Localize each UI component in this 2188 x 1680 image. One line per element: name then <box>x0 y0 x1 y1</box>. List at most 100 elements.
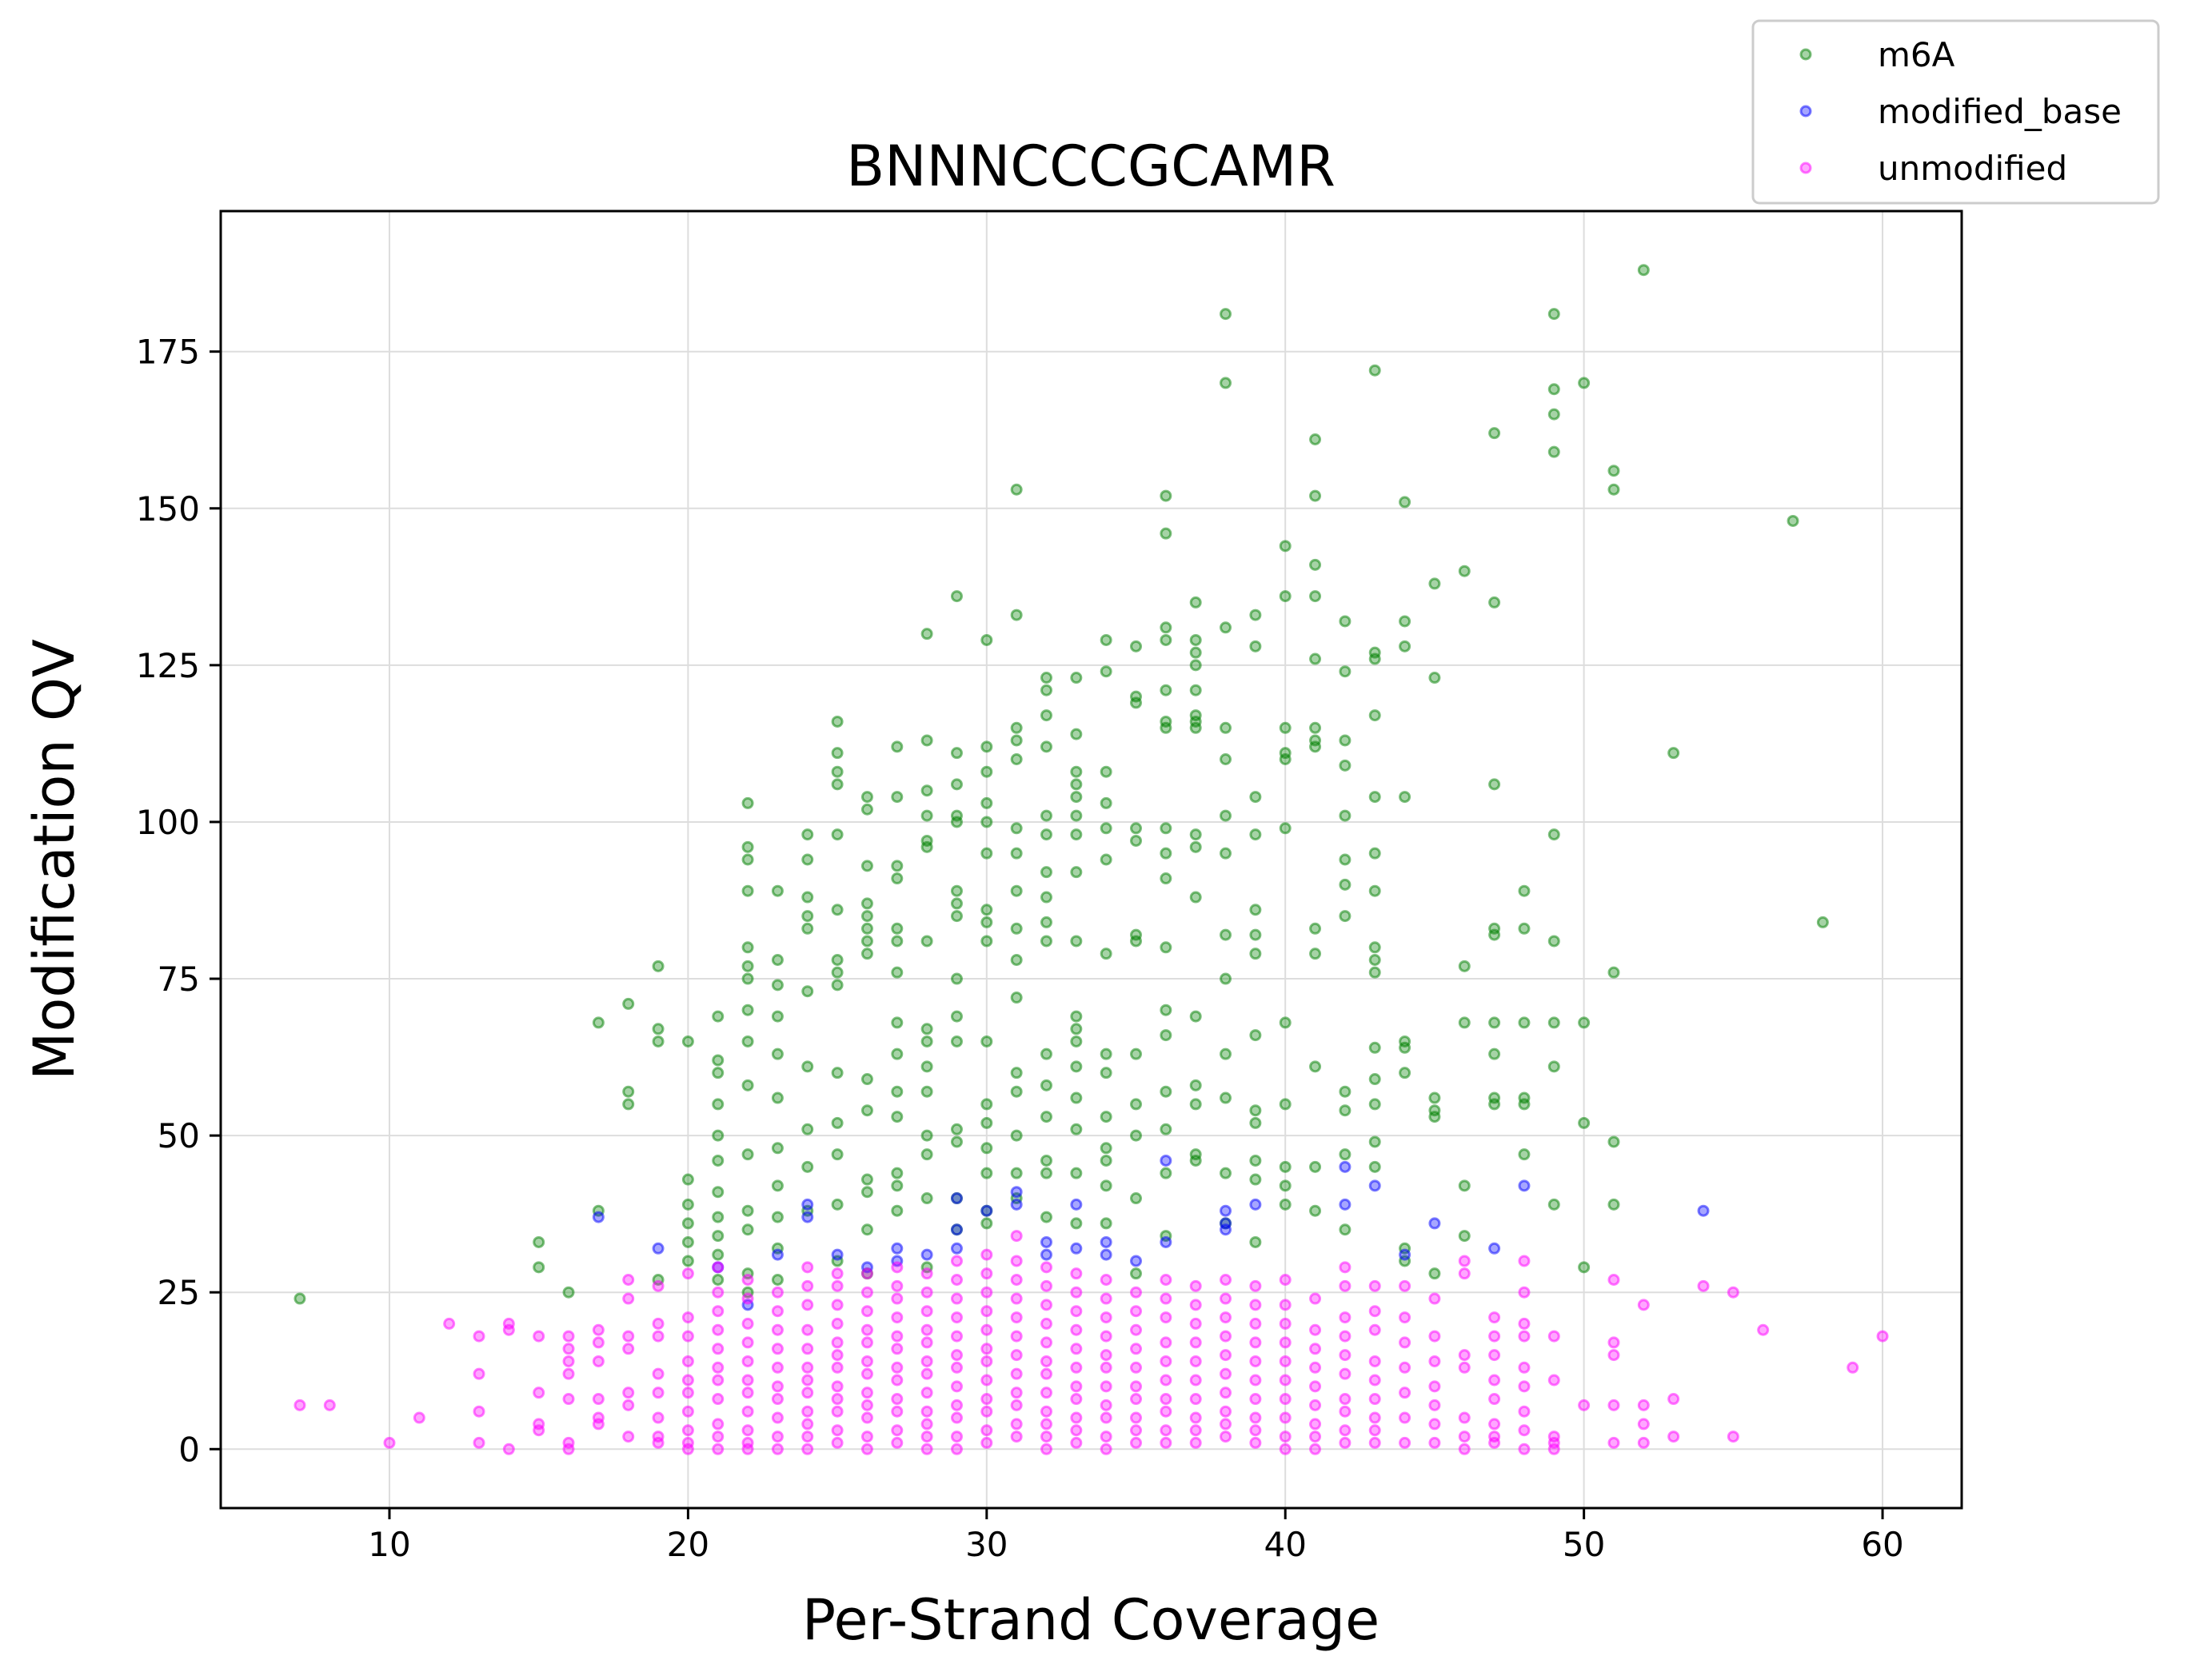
data-point <box>950 1311 963 1324</box>
data-point <box>681 1330 694 1343</box>
data-point <box>1010 1085 1023 1098</box>
x-tick-label: 20 <box>667 1525 709 1564</box>
data-point <box>1339 1104 1352 1117</box>
data-point <box>860 1367 873 1380</box>
data-point <box>801 922 814 935</box>
data-point <box>1368 1073 1381 1086</box>
data-point <box>801 1343 814 1355</box>
data-point <box>1189 1436 1202 1449</box>
data-point <box>1428 672 1441 684</box>
data-point <box>980 816 993 828</box>
x-tick-label: 10 <box>368 1525 410 1564</box>
data-point <box>652 1317 665 1330</box>
data-point <box>1279 1411 1292 1424</box>
data-point <box>1130 1098 1143 1111</box>
data-point <box>891 1261 904 1274</box>
data-point <box>891 1179 904 1192</box>
data-point <box>1130 1393 1143 1406</box>
data-point <box>950 1399 963 1411</box>
data-point <box>1488 427 1501 440</box>
data-point <box>891 1167 904 1179</box>
data-point <box>950 1361 963 1374</box>
data-point <box>1339 665 1352 678</box>
data-point <box>1637 1399 1650 1411</box>
data-point <box>1428 1292 1441 1305</box>
data-point <box>1040 866 1052 879</box>
data-point <box>1249 1116 1262 1129</box>
data-point <box>771 1048 784 1060</box>
data-point <box>1100 1399 1112 1411</box>
data-point <box>831 1317 844 1330</box>
data-point <box>1488 1374 1501 1387</box>
data-point <box>1547 383 1560 396</box>
data-point <box>1547 1060 1560 1073</box>
data-point <box>801 1405 814 1418</box>
data-point <box>891 1016 904 1029</box>
data-point <box>1339 1405 1352 1418</box>
data-point <box>771 1248 784 1261</box>
data-point <box>1547 828 1560 841</box>
data-point <box>920 1267 933 1280</box>
data-point <box>980 1436 993 1449</box>
data-point <box>1070 1010 1083 1023</box>
data-point <box>1130 696 1143 709</box>
data-point <box>1189 1279 1202 1292</box>
data-point <box>712 1129 725 1142</box>
data-point <box>950 1135 963 1148</box>
data-point <box>1100 1217 1112 1230</box>
data-point <box>1279 1317 1292 1330</box>
data-point <box>562 1286 575 1299</box>
data-point <box>831 747 844 760</box>
data-point <box>980 633 993 646</box>
data-point <box>1309 1204 1322 1217</box>
data-point <box>1070 1305 1083 1318</box>
data-point <box>1160 684 1172 696</box>
legend-marker <box>1799 48 1812 61</box>
data-point <box>741 1035 754 1048</box>
data-point <box>1399 1248 1411 1261</box>
data-point <box>771 1323 784 1336</box>
data-point <box>1070 672 1083 684</box>
data-point <box>831 1248 844 1261</box>
data-point <box>950 1255 963 1267</box>
data-point <box>920 1443 933 1455</box>
data-point <box>1249 928 1262 941</box>
data-point <box>801 1261 814 1274</box>
data-point <box>980 796 993 809</box>
data-point <box>980 1323 993 1336</box>
data-point <box>860 948 873 960</box>
data-point <box>741 941 754 954</box>
data-point <box>1040 684 1052 696</box>
data-point <box>1428 1399 1441 1411</box>
data-point <box>1637 1436 1650 1449</box>
data-point <box>950 1192 963 1205</box>
data-point <box>831 1148 844 1161</box>
data-point <box>1309 948 1322 960</box>
data-point <box>1160 1235 1172 1248</box>
data-point <box>801 891 814 904</box>
data-point <box>1130 1411 1143 1424</box>
data-point <box>533 1235 545 1248</box>
data-point <box>1399 640 1411 652</box>
data-point <box>1368 966 1381 979</box>
data-point <box>1040 1248 1052 1261</box>
data-point <box>920 784 933 797</box>
data-point <box>1339 1424 1352 1437</box>
data-point <box>1309 1160 1322 1173</box>
data-point <box>1518 1179 1531 1192</box>
data-point <box>860 1173 873 1186</box>
data-point <box>1428 1380 1441 1393</box>
data-point <box>950 778 963 791</box>
data-point <box>592 1355 605 1367</box>
data-point <box>1697 1279 1710 1292</box>
data-point <box>1249 1374 1262 1387</box>
data-point <box>681 1355 694 1367</box>
data-point <box>980 1267 993 1280</box>
legend-label: modified_base <box>1878 92 2122 131</box>
x-axis-label: Per-Strand Coverage <box>802 1587 1379 1653</box>
data-point <box>860 1355 873 1367</box>
data-point <box>1070 1267 1083 1280</box>
data-point <box>1518 1380 1531 1393</box>
data-point <box>831 1405 844 1418</box>
data-point <box>831 966 844 979</box>
